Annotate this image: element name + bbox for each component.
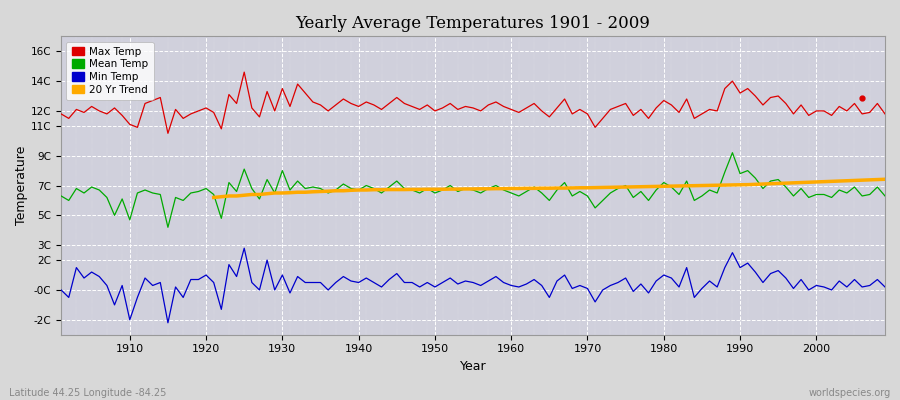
X-axis label: Year: Year — [460, 360, 486, 373]
Y-axis label: Temperature: Temperature — [15, 146, 28, 225]
Title: Yearly Average Temperatures 1901 - 2009: Yearly Average Temperatures 1901 - 2009 — [295, 15, 651, 32]
Text: Latitude 44.25 Longitude -84.25: Latitude 44.25 Longitude -84.25 — [9, 388, 166, 398]
Legend: Max Temp, Mean Temp, Min Temp, 20 Yr Trend: Max Temp, Mean Temp, Min Temp, 20 Yr Tre… — [67, 42, 154, 100]
Text: worldspecies.org: worldspecies.org — [809, 388, 891, 398]
